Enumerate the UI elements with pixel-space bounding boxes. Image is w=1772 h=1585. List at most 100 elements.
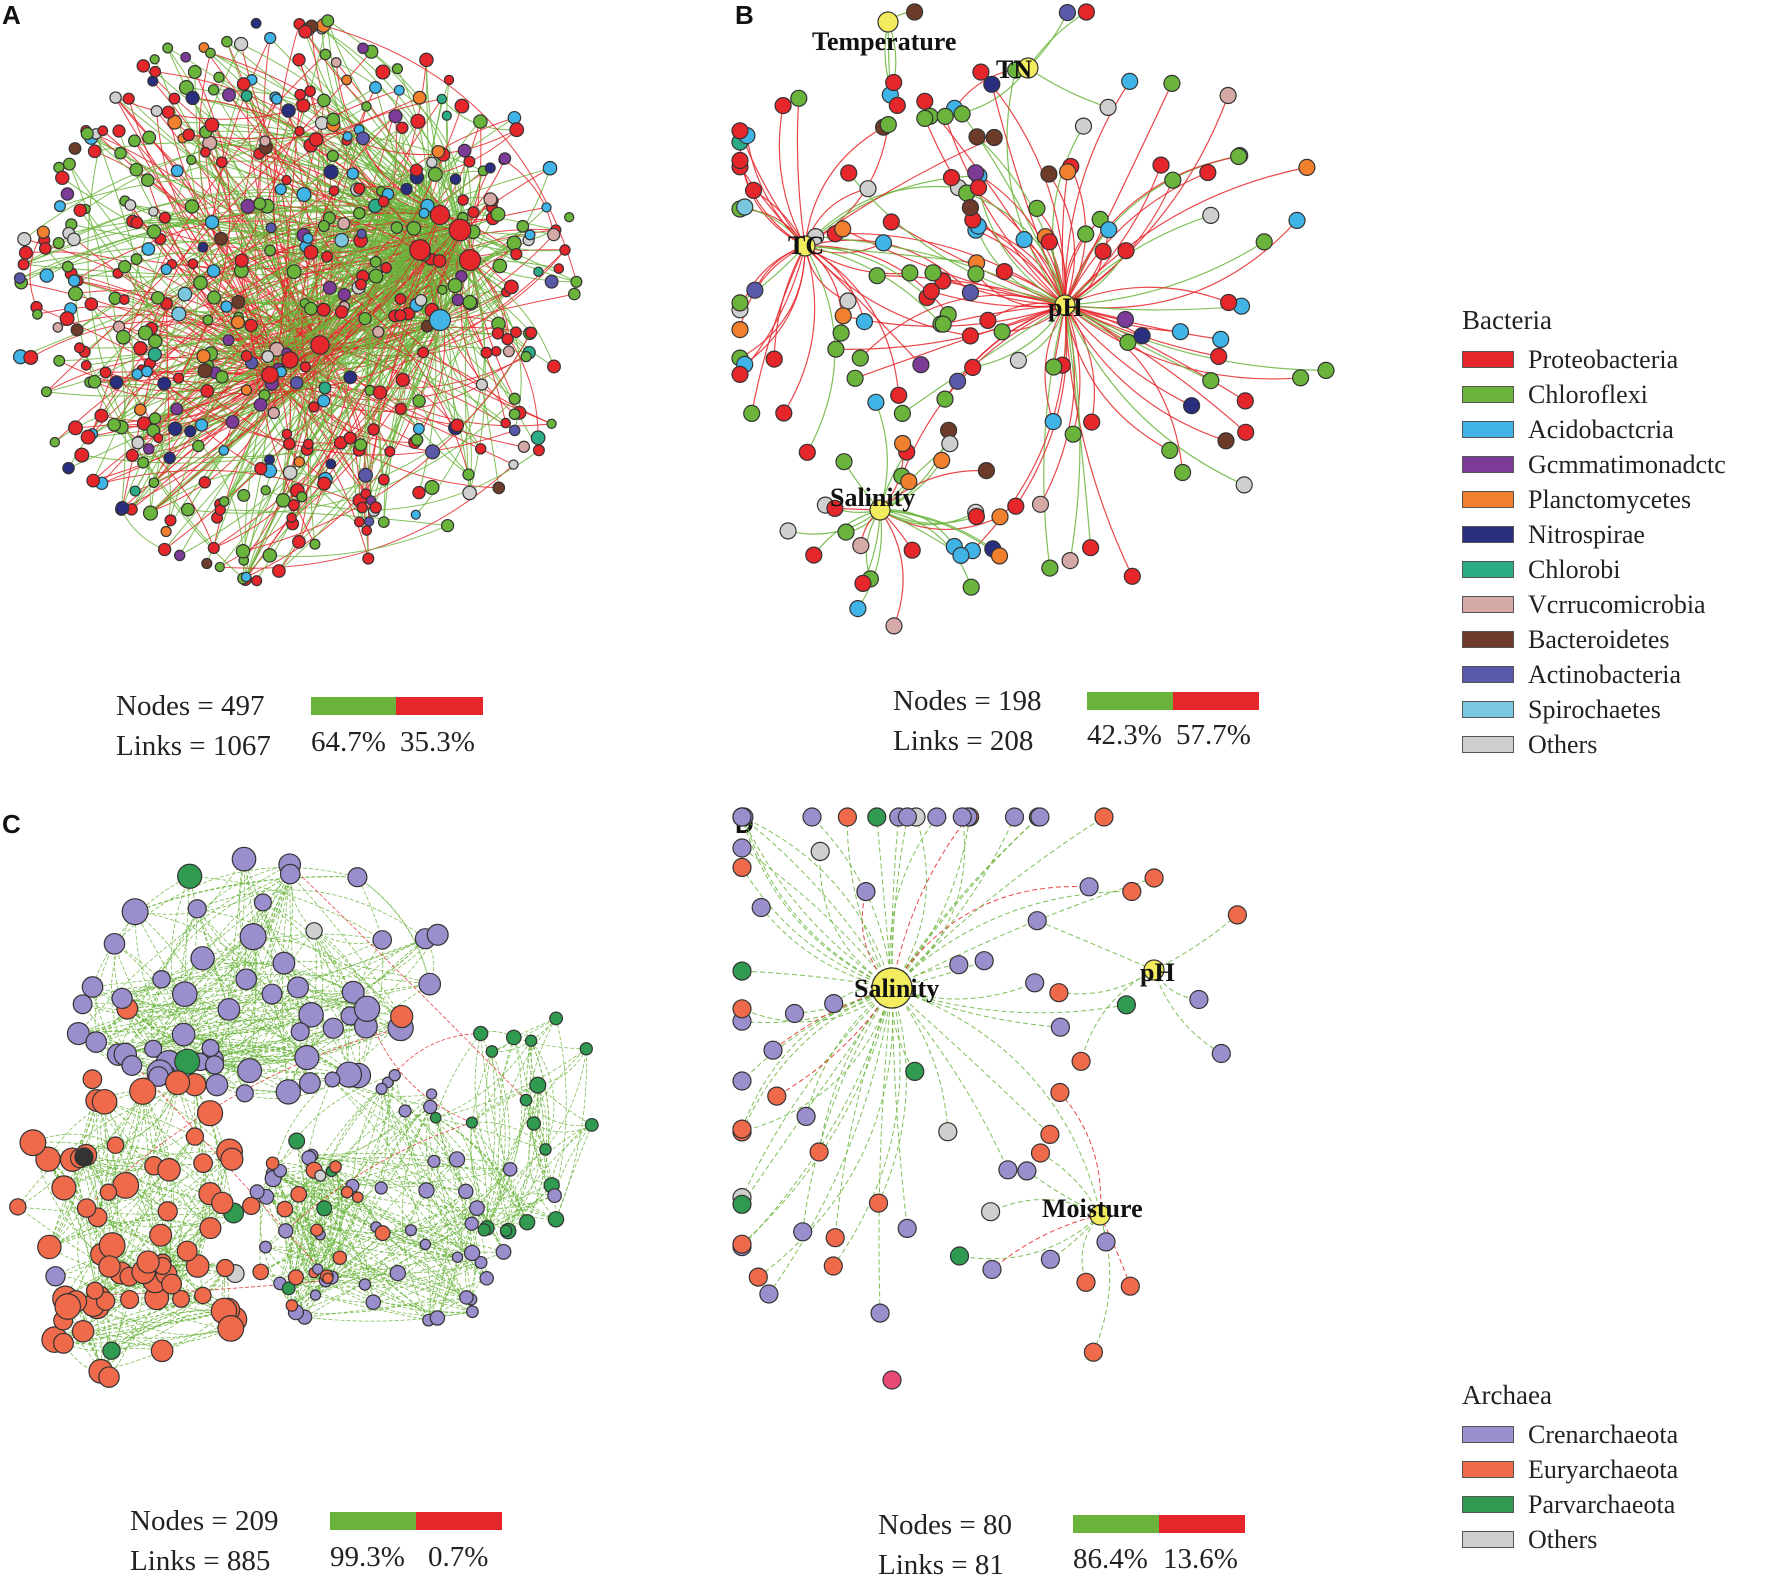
network-node: [124, 199, 137, 211]
network-node: [249, 1184, 265, 1200]
network-node: [136, 1250, 160, 1274]
network-node: [1288, 211, 1306, 229]
network-node: [298, 24, 313, 39]
network-link: [431, 1093, 480, 1254]
network-node: [390, 1004, 414, 1029]
links-count-a: Links = 1067: [116, 730, 271, 762]
network-link: [879, 469, 987, 511]
network-link: [439, 121, 481, 216]
network-node: [322, 1272, 334, 1285]
legend-swatch: [1462, 1461, 1514, 1478]
network-node: [824, 994, 844, 1014]
network-node: [148, 412, 162, 425]
network-link: [146, 371, 515, 456]
network-link: [435, 1117, 557, 1220]
network-link: [47, 1159, 102, 1255]
network-node: [133, 341, 148, 356]
network-link: [265, 1246, 374, 1303]
network-node: [916, 92, 934, 110]
network-link: [187, 1026, 366, 1062]
network-node: [731, 122, 749, 140]
network-link: [375, 1159, 458, 1228]
network-link: [530, 1040, 555, 1150]
network-node: [67, 274, 81, 287]
links-count-d: Links = 81: [878, 1549, 1004, 1581]
network-link: [86, 1151, 230, 1209]
network-node: [146, 224, 162, 239]
network-node: [216, 1258, 235, 1278]
legend-swatch: [1462, 491, 1514, 508]
network-node: [204, 117, 220, 133]
network-link: [772, 987, 893, 1051]
network-node: [448, 218, 472, 242]
network-node: [309, 1289, 322, 1301]
network-node: [193, 275, 208, 291]
network-link: [891, 816, 908, 989]
network-link: [166, 249, 421, 305]
legend-item: Planctomycetes: [1462, 482, 1726, 517]
network-node: [475, 378, 489, 391]
network-a: [12, 14, 583, 587]
network-node: [882, 1370, 902, 1390]
network-node: [240, 384, 253, 396]
network-node: [547, 1211, 565, 1228]
network-node: [426, 156, 438, 169]
network-link: [289, 864, 527, 1101]
legend-label: Parvarchaeota: [1528, 1489, 1676, 1519]
network-node: [262, 548, 278, 563]
network-link: [1037, 920, 1155, 971]
network-link: [439, 319, 515, 431]
network-node: [264, 454, 275, 466]
environment-node: [877, 11, 899, 33]
network-node: [316, 1200, 333, 1217]
network-link: [243, 859, 354, 993]
network-link: [199, 864, 291, 1063]
network-node: [308, 401, 320, 413]
network-link: [1064, 95, 1229, 306]
network-node: [118, 260, 132, 274]
network-node: [1219, 86, 1237, 105]
network-link: [308, 1157, 472, 1224]
network-node: [274, 183, 287, 196]
network-link: [92, 875, 190, 988]
network-link: [357, 876, 431, 985]
network-link: [891, 987, 1051, 1135]
network-b: Temperature TN TC pH Salinity: [731, 3, 1335, 635]
network-node: [261, 350, 275, 364]
network-link: [115, 1145, 164, 1263]
network-node: [86, 473, 101, 488]
network-link: [980, 71, 1066, 306]
network-link: [304, 31, 367, 107]
network-link: [288, 1232, 383, 1289]
network-link: [228, 934, 438, 1012]
network-link: [1153, 914, 1238, 971]
legend-item: Others: [1462, 1522, 1678, 1557]
network-node: [837, 807, 858, 827]
network-node: [317, 476, 332, 491]
positive-bar-d: [1073, 1515, 1159, 1533]
network-node: [250, 17, 262, 29]
legend-swatch: [1462, 736, 1514, 753]
network-node: [968, 128, 986, 146]
network-node: [281, 103, 296, 118]
network-node: [390, 221, 404, 234]
network-link: [317, 1175, 332, 1270]
network-link: [878, 987, 893, 1314]
network-node: [867, 807, 887, 827]
network-node: [893, 404, 911, 422]
links-count-c: Links = 885: [130, 1545, 271, 1577]
environment-node: [869, 499, 891, 521]
network-link: [311, 1152, 458, 1160]
network-node: [53, 200, 66, 213]
network-link: [741, 987, 893, 1205]
network-link: [426, 1190, 467, 1298]
network-link: [298, 1194, 319, 1270]
network-node: [259, 1240, 272, 1254]
legend-swatch: [1462, 631, 1514, 648]
network-node: [330, 57, 342, 68]
network-node: [319, 48, 332, 61]
network-node: [36, 225, 51, 239]
network-node: [732, 807, 752, 827]
network-link: [313, 1166, 342, 1273]
network-node: [337, 217, 351, 231]
